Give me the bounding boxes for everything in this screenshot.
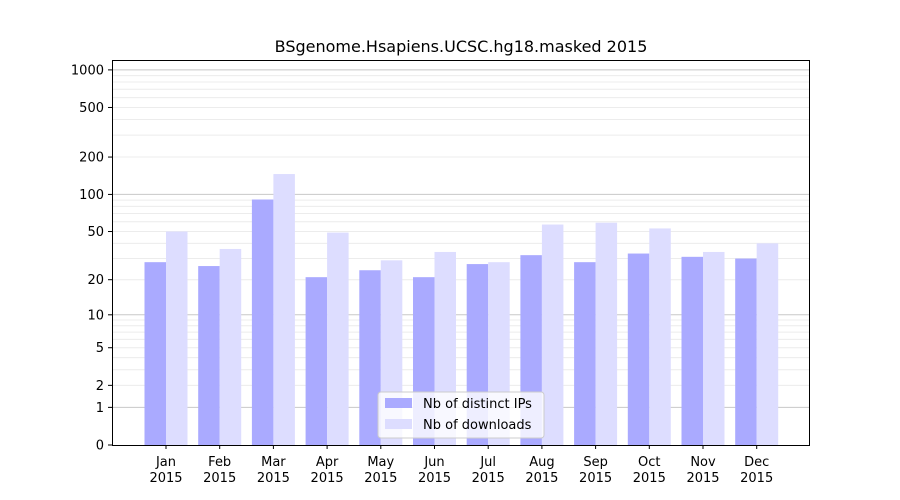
x-tick-label-month: Jan: [155, 455, 176, 470]
x-tick-label-month: Feb: [208, 455, 231, 470]
chart-title: BSgenome.Hsapiens.UCSC.hg18.masked 2015: [275, 37, 648, 56]
bar-downloads: [703, 251, 725, 445]
x-tick-label-month: Jun: [423, 455, 444, 470]
y-tick-label: 0: [96, 439, 104, 454]
x-tick-label-year: 2015: [686, 471, 719, 486]
x-tick-label-month: Nov: [690, 455, 716, 470]
y-tick-label: 100: [79, 188, 104, 203]
bar-downloads: [327, 232, 349, 445]
bar-downloads: [166, 231, 188, 445]
x-tick-label-year: 2015: [633, 471, 666, 486]
x-axis: Jan2015Feb2015Mar2015Apr2015May2015Jun20…: [149, 445, 773, 486]
x-tick-label-month: Mar: [261, 455, 286, 470]
x-tick-label-month: Oct: [638, 455, 660, 470]
x-tick-label-month: Apr: [316, 455, 339, 470]
x-tick-label-month: Dec: [744, 455, 769, 470]
x-tick-label-year: 2015: [203, 471, 236, 486]
x-tick-label-year: 2015: [311, 471, 344, 486]
x-tick-label-year: 2015: [740, 471, 773, 486]
bar-distinct-ips: [198, 266, 220, 445]
x-tick-label-year: 2015: [257, 471, 290, 486]
x-tick-label-year: 2015: [579, 471, 612, 486]
bar-downloads: [756, 243, 779, 445]
y-tick-label: 1: [96, 401, 104, 416]
y-tick-label: 5: [96, 341, 104, 356]
bar-distinct-ips: [574, 262, 596, 445]
bar-distinct-ips: [305, 277, 328, 445]
x-tick-label-month: Aug: [529, 455, 554, 470]
bar-downloads: [273, 174, 295, 445]
legend-swatch-downloads: [385, 419, 412, 429]
x-tick-label-month: Sep: [583, 455, 608, 470]
bar-downloads: [595, 222, 618, 445]
bar-downloads: [541, 224, 564, 445]
legend-box: [377, 391, 545, 439]
legend-label-downloads: Nb of downloads: [423, 418, 532, 433]
plot-frame: [112, 60, 810, 446]
bar-distinct-ips: [144, 262, 166, 445]
bar-downloads: [649, 228, 671, 445]
y-tick-label: 10: [87, 308, 104, 323]
legend: Nb of distinct IPs Nb of downloads: [377, 391, 545, 439]
legend-swatch-ips: [385, 398, 412, 408]
bar-distinct-ips: [627, 253, 650, 445]
x-tick-label-year: 2015: [364, 471, 397, 486]
y-tick-label: 2: [96, 379, 104, 394]
y-tick-label: 50: [87, 225, 104, 240]
x-tick-label-year: 2015: [472, 471, 505, 486]
bar-distinct-ips: [359, 270, 381, 445]
x-tick-label-month: May: [367, 455, 394, 470]
bar-distinct-ips: [681, 256, 703, 445]
y-tick-label: 500: [79, 101, 104, 116]
y-tick-label: 200: [79, 151, 104, 166]
bar-downloads: [219, 248, 242, 445]
x-tick-label-year: 2015: [418, 471, 451, 486]
x-tick-label-year: 2015: [149, 471, 182, 486]
y-tick-label: 20: [87, 273, 104, 288]
legend-label-ips: Nb of distinct IPs: [423, 397, 532, 412]
x-tick-label-year: 2015: [525, 471, 558, 486]
bar-distinct-ips: [735, 258, 757, 445]
y-axis: 0 1 2 5 10 20 50 100 200 500 1000: [71, 63, 112, 454]
bar-distinct-ips: [251, 199, 274, 445]
x-tick-label-month: Jul: [479, 455, 496, 470]
y-tick-label: 1000: [71, 63, 104, 78]
